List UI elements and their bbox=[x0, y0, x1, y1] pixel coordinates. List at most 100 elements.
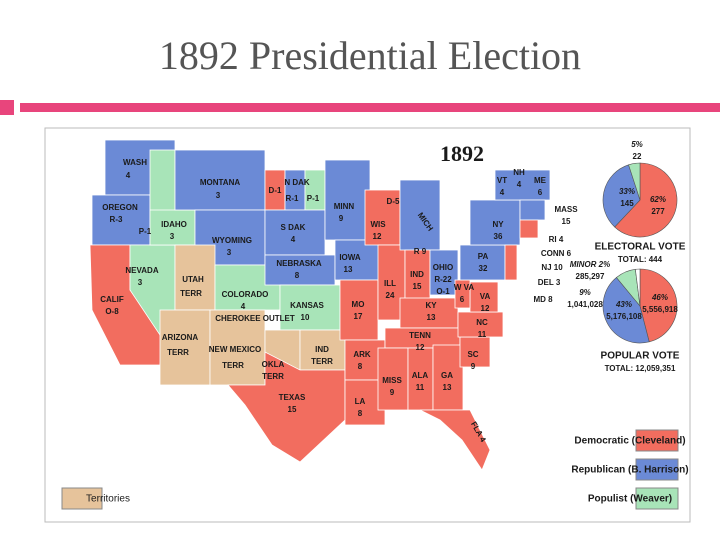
map-label: 12 bbox=[481, 304, 490, 313]
map-label: ALA bbox=[412, 371, 429, 380]
pie-total: TOTAL: 444 bbox=[618, 255, 663, 264]
map-label: IDAHO bbox=[161, 220, 187, 229]
map-label: 4 bbox=[517, 180, 522, 189]
map-label: 4 bbox=[241, 302, 246, 311]
map-label: NEW MEXICO bbox=[209, 345, 261, 354]
pie-total: TOTAL: 12,059,351 bbox=[605, 364, 676, 373]
pie-slice bbox=[602, 164, 641, 228]
map-label: COLORADO bbox=[222, 290, 269, 299]
map-label: 3 bbox=[227, 248, 232, 257]
state bbox=[519, 199, 546, 221]
legend-swatch bbox=[61, 487, 103, 510]
state bbox=[149, 209, 196, 246]
map-label: 24 bbox=[386, 291, 395, 300]
map-label: 13 bbox=[427, 313, 436, 322]
map-label: 11 bbox=[478, 330, 487, 339]
slide-title: 1892 Presidential Election bbox=[159, 33, 581, 78]
pie-slice bbox=[602, 277, 650, 344]
state bbox=[377, 347, 409, 411]
map-label: TEXAS bbox=[279, 393, 306, 402]
map-label: UTAH bbox=[182, 275, 204, 284]
state bbox=[91, 194, 151, 246]
map-label: TERR bbox=[311, 357, 333, 366]
map-label: R-22 bbox=[434, 275, 452, 284]
slice-count: 277 bbox=[651, 207, 665, 216]
territory bbox=[209, 309, 266, 386]
map-label: MASS bbox=[554, 205, 578, 214]
state bbox=[429, 249, 459, 296]
map-label: O-8 bbox=[105, 307, 119, 316]
map-label: CHEROKEE OUTLET bbox=[215, 314, 295, 323]
slice-count: 22 bbox=[633, 152, 642, 161]
map-label: S DAK bbox=[281, 223, 306, 232]
legend-label: Territories bbox=[86, 494, 130, 505]
map-label: VA bbox=[480, 292, 491, 301]
map-label: NJ 10 bbox=[541, 263, 563, 272]
state bbox=[304, 169, 326, 211]
map-label: WIS bbox=[370, 220, 386, 229]
state bbox=[469, 281, 499, 313]
map-label: N DAK bbox=[284, 178, 310, 187]
map-label: P-1 bbox=[307, 194, 320, 203]
slice-label: 5% bbox=[631, 140, 643, 149]
map-label: 8 bbox=[358, 409, 363, 418]
map-label: MO bbox=[352, 300, 365, 309]
map-label: R-1 bbox=[286, 194, 299, 203]
state bbox=[459, 244, 506, 281]
state bbox=[264, 254, 336, 286]
map-label: CONN 6 bbox=[541, 249, 572, 258]
pie-title: ELECTORAL VOTE bbox=[595, 242, 686, 253]
map-label: O-1 bbox=[436, 287, 450, 296]
accent-bar bbox=[20, 103, 720, 112]
map-label: PA bbox=[478, 252, 489, 261]
map-label: KY bbox=[425, 301, 437, 310]
map-label: ARIZONA bbox=[162, 333, 199, 342]
slice-label: MINOR 2% bbox=[570, 260, 610, 269]
map-label: 8 bbox=[358, 362, 363, 371]
map-label: GA bbox=[441, 371, 453, 380]
map-label: 13 bbox=[443, 383, 452, 392]
territory bbox=[299, 329, 346, 371]
map-label: NY bbox=[492, 220, 504, 229]
map-label: MINN bbox=[334, 202, 355, 211]
map-label: WYOMING bbox=[212, 236, 252, 245]
map-label: LA bbox=[355, 397, 366, 406]
slice-label: 62% bbox=[650, 195, 666, 204]
map-label: TERR bbox=[222, 361, 244, 370]
map-label: TERR bbox=[167, 348, 189, 357]
map-label: MONTANA bbox=[200, 178, 241, 187]
pie-slice bbox=[628, 162, 641, 201]
map-label: 4 bbox=[126, 171, 131, 180]
map-label: OKLA bbox=[262, 360, 285, 369]
slice-label: 33% bbox=[619, 187, 635, 196]
slice-label: 9% bbox=[579, 288, 591, 297]
slice-count: 5,176,108 bbox=[606, 312, 642, 321]
map-label: P-1 bbox=[139, 227, 152, 236]
map-label: 10 bbox=[301, 313, 310, 322]
territory bbox=[159, 309, 211, 386]
map-label: TERR bbox=[262, 372, 284, 381]
map-label: RI 4 bbox=[549, 235, 564, 244]
state bbox=[459, 336, 491, 368]
map-label: MD 8 bbox=[533, 295, 553, 304]
map-label: ARK bbox=[353, 350, 371, 359]
map-label: VT bbox=[497, 176, 507, 185]
slice-count: 145 bbox=[620, 199, 634, 208]
map-label: 12 bbox=[416, 343, 425, 352]
map-label: CALIF bbox=[100, 295, 124, 304]
map-label: R 9 bbox=[414, 247, 427, 256]
map-label: 11 bbox=[416, 383, 425, 392]
map-label: R-3 bbox=[110, 215, 123, 224]
map-label: W VA bbox=[454, 283, 475, 292]
map-label: NEVADA bbox=[125, 266, 158, 275]
map-label: ME bbox=[534, 176, 547, 185]
map-label: TENN bbox=[409, 331, 431, 340]
map-label: NEBRASKA bbox=[276, 259, 322, 268]
map-label: ILL bbox=[384, 279, 396, 288]
legend-swatch bbox=[635, 429, 679, 452]
map-label: 6 bbox=[538, 188, 543, 197]
map-label: 8 bbox=[295, 271, 300, 280]
map-label: 32 bbox=[479, 264, 488, 273]
slice-count: 5,556,918 bbox=[642, 305, 678, 314]
